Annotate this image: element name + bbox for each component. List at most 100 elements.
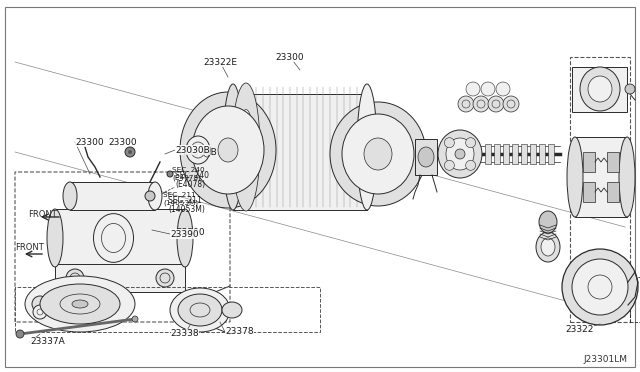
- Text: 23030B: 23030B: [175, 145, 210, 154]
- Ellipse shape: [364, 138, 392, 170]
- Ellipse shape: [222, 302, 242, 318]
- Ellipse shape: [473, 96, 489, 112]
- Ellipse shape: [148, 182, 162, 210]
- Ellipse shape: [562, 249, 638, 325]
- Ellipse shape: [466, 82, 480, 96]
- Text: SEC. 240: SEC. 240: [172, 167, 205, 173]
- Ellipse shape: [192, 106, 264, 194]
- Bar: [512, 144, 518, 164]
- Bar: [572, 67, 627, 112]
- Ellipse shape: [458, 96, 474, 112]
- Bar: [548, 144, 554, 164]
- Ellipse shape: [167, 171, 173, 177]
- Text: SEC. 211: SEC. 211: [163, 192, 196, 198]
- Text: 23300: 23300: [75, 138, 104, 147]
- Ellipse shape: [444, 160, 454, 170]
- Ellipse shape: [567, 137, 583, 217]
- Text: 23300: 23300: [108, 138, 136, 147]
- Ellipse shape: [63, 182, 77, 210]
- Text: SEC. 211: SEC. 211: [168, 196, 202, 205]
- Ellipse shape: [466, 160, 476, 170]
- Bar: [539, 144, 545, 164]
- Text: 23300: 23300: [276, 52, 304, 61]
- Ellipse shape: [116, 291, 124, 299]
- Ellipse shape: [156, 269, 174, 287]
- Ellipse shape: [330, 102, 426, 206]
- Text: FRONT: FRONT: [28, 209, 57, 218]
- Bar: [521, 144, 527, 164]
- Ellipse shape: [25, 276, 135, 332]
- Ellipse shape: [177, 209, 193, 267]
- Ellipse shape: [503, 96, 519, 112]
- Ellipse shape: [580, 67, 620, 111]
- Text: J23301LM: J23301LM: [583, 356, 627, 365]
- Text: (14053M): (14053M): [163, 200, 198, 206]
- Bar: [630, 277, 640, 322]
- Ellipse shape: [625, 84, 635, 94]
- Ellipse shape: [180, 92, 276, 208]
- Ellipse shape: [32, 296, 48, 312]
- Ellipse shape: [186, 136, 210, 164]
- Text: FRONT: FRONT: [15, 244, 44, 253]
- Ellipse shape: [455, 149, 465, 159]
- Text: 23390: 23390: [176, 228, 205, 237]
- Text: 23338: 23338: [171, 330, 199, 339]
- Ellipse shape: [446, 138, 474, 170]
- Ellipse shape: [66, 269, 84, 287]
- Text: 23337A: 23337A: [30, 337, 65, 346]
- Ellipse shape: [232, 83, 260, 211]
- Bar: [530, 144, 536, 164]
- Ellipse shape: [488, 96, 504, 112]
- Bar: [415, 139, 437, 175]
- Bar: [607, 182, 619, 202]
- Ellipse shape: [132, 316, 138, 322]
- Bar: [55, 264, 185, 292]
- Text: 23322E: 23322E: [203, 58, 237, 67]
- Ellipse shape: [466, 138, 476, 148]
- Ellipse shape: [145, 191, 155, 201]
- Bar: [583, 182, 595, 202]
- Bar: [583, 152, 595, 172]
- Ellipse shape: [357, 84, 377, 210]
- Ellipse shape: [178, 294, 222, 326]
- Ellipse shape: [572, 259, 628, 315]
- Ellipse shape: [481, 82, 495, 96]
- Bar: [233, 94, 367, 210]
- Ellipse shape: [418, 147, 434, 167]
- Text: 23378: 23378: [225, 327, 253, 337]
- Ellipse shape: [496, 82, 510, 96]
- Ellipse shape: [619, 137, 635, 217]
- Text: (E4078): (E4078): [172, 175, 201, 181]
- Ellipse shape: [170, 288, 230, 332]
- Ellipse shape: [16, 330, 24, 338]
- Ellipse shape: [128, 150, 132, 154]
- Ellipse shape: [541, 238, 555, 256]
- Ellipse shape: [238, 110, 254, 185]
- Ellipse shape: [33, 305, 47, 319]
- Text: (E4078): (E4078): [175, 180, 205, 189]
- Ellipse shape: [47, 209, 63, 267]
- Ellipse shape: [218, 138, 238, 162]
- Ellipse shape: [72, 300, 88, 308]
- Bar: [503, 144, 509, 164]
- Ellipse shape: [539, 211, 557, 233]
- Text: SEC. 240: SEC. 240: [175, 170, 209, 180]
- Ellipse shape: [40, 284, 120, 324]
- Ellipse shape: [444, 138, 454, 148]
- Bar: [575, 137, 627, 217]
- Ellipse shape: [125, 147, 135, 157]
- Bar: [70, 182, 155, 210]
- Ellipse shape: [438, 130, 482, 178]
- Text: 23390: 23390: [170, 230, 198, 238]
- Text: 23030B: 23030B: [182, 148, 217, 157]
- Ellipse shape: [536, 232, 560, 262]
- Ellipse shape: [342, 114, 414, 194]
- Bar: [485, 144, 491, 164]
- Bar: [607, 152, 619, 172]
- Ellipse shape: [588, 76, 612, 102]
- Ellipse shape: [223, 84, 243, 210]
- Bar: [55, 209, 185, 267]
- Bar: [494, 144, 500, 164]
- Text: (14053M): (14053M): [168, 205, 205, 214]
- Text: 23322: 23322: [566, 326, 594, 334]
